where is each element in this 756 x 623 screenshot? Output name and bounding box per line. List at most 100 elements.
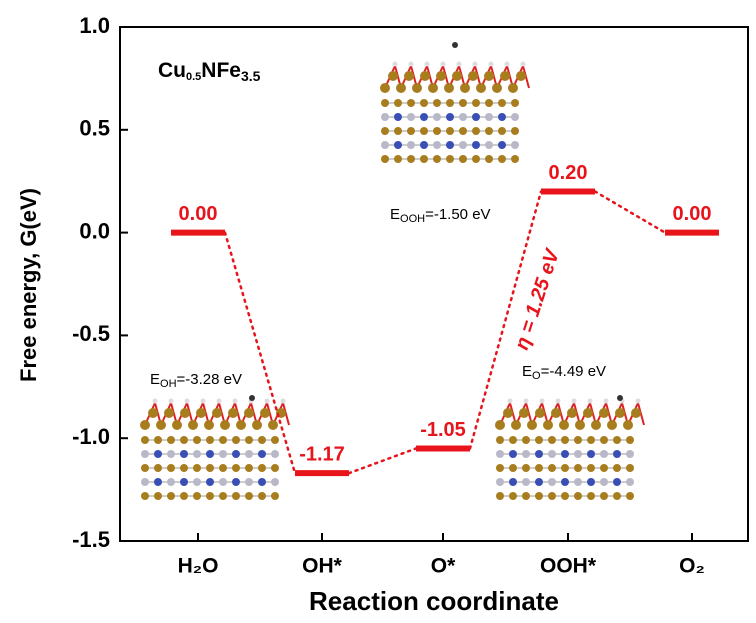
y-tick-label: -1.5: [72, 527, 110, 552]
atom: [271, 450, 279, 458]
atom: [459, 113, 467, 121]
atom: [436, 71, 446, 81]
atom: [180, 478, 188, 486]
atom: [488, 61, 494, 67]
atom: [485, 127, 493, 135]
atom: [613, 464, 621, 472]
atom: [433, 127, 441, 135]
atom: [180, 408, 190, 418]
atom: [613, 492, 621, 500]
atom: [180, 436, 188, 444]
atom: [522, 492, 530, 500]
atom: [472, 155, 480, 163]
structures: [140, 42, 645, 500]
atom: [404, 71, 414, 81]
connector: [593, 190, 667, 234]
atom: [472, 61, 478, 67]
atom: [535, 450, 543, 458]
atom: [472, 127, 480, 135]
atom: [232, 492, 240, 500]
atom: [245, 436, 253, 444]
atom: [535, 436, 543, 444]
atom: [548, 478, 556, 486]
atom: [459, 141, 467, 149]
overpotential-label: η = 1.25 eV: [511, 245, 565, 352]
atom: [381, 99, 389, 107]
value-label: -1.05: [420, 419, 466, 441]
atom: [228, 408, 238, 418]
atom: [575, 420, 585, 430]
atom: [522, 478, 530, 486]
atom: [232, 478, 240, 486]
atom: [264, 398, 270, 404]
atom: [271, 478, 279, 486]
atom: [258, 450, 266, 458]
atom: [154, 492, 162, 500]
atom: [245, 478, 253, 486]
atom: [476, 83, 486, 93]
atom: [631, 408, 641, 418]
atom: [509, 478, 517, 486]
atom: [600, 450, 608, 458]
atom: [420, 113, 428, 121]
y-tick-label: -1.0: [72, 424, 110, 449]
atom: [232, 450, 240, 458]
atom: [613, 436, 621, 444]
atom: [472, 141, 480, 149]
atom: [219, 492, 227, 500]
atom: [496, 478, 504, 486]
atom: [492, 83, 502, 93]
atom: [380, 83, 390, 93]
atom: [394, 141, 402, 149]
atom: [148, 408, 158, 418]
atom: [280, 398, 286, 404]
x-tick-label: H₂O: [178, 555, 219, 578]
atom: [206, 464, 214, 472]
atom: [446, 113, 454, 121]
value-label: 0.20: [549, 162, 588, 184]
atom: [519, 408, 529, 418]
atom: [571, 398, 577, 404]
atom: [498, 127, 506, 135]
atom: [520, 61, 526, 67]
atom: [249, 395, 255, 401]
atom: [156, 420, 166, 430]
atom: [180, 450, 188, 458]
atom: [258, 436, 266, 444]
y-axis-title: Free energy, G(eV): [16, 188, 41, 382]
atom: [561, 464, 569, 472]
atom: [460, 83, 470, 93]
atom: [424, 61, 430, 67]
atom: [522, 464, 530, 472]
atom: [508, 83, 518, 93]
atom: [232, 398, 238, 404]
atom: [141, 450, 149, 458]
atom: [193, 464, 201, 472]
atom: [600, 436, 608, 444]
y-tick-label: 0.0: [79, 218, 110, 243]
atom: [193, 492, 201, 500]
atom: [412, 83, 422, 93]
atom: [452, 42, 458, 48]
atom: [388, 71, 398, 81]
value-label: 0.00: [673, 203, 712, 225]
x-tick-label: OOH*: [540, 555, 597, 578]
atom: [485, 141, 493, 149]
atom: [433, 141, 441, 149]
atom: [206, 492, 214, 500]
atom: [394, 127, 402, 135]
atom: [154, 450, 162, 458]
atom: [452, 71, 462, 81]
atom: [498, 99, 506, 107]
atom: [509, 450, 517, 458]
annotation: EOOH=-1.50 eV: [390, 206, 491, 225]
atom: [468, 71, 478, 81]
atom: [206, 478, 214, 486]
atom: [167, 436, 175, 444]
atom: [446, 155, 454, 163]
atom: [258, 464, 266, 472]
atom: [587, 492, 595, 500]
sample-label: Cu0.5NFe3.5: [158, 59, 261, 84]
connector: [347, 447, 418, 475]
atom: [394, 155, 402, 163]
